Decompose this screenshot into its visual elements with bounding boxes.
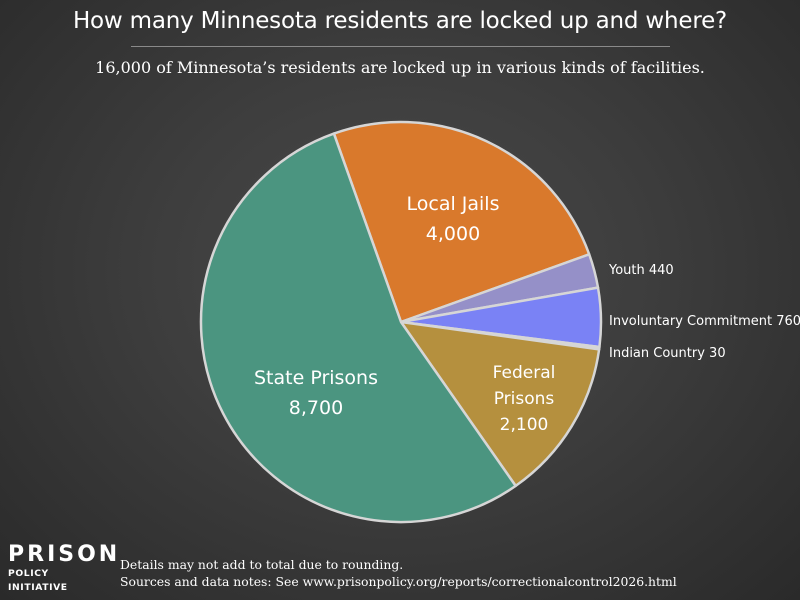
chart-subtitle: 16,000 of Minnesota’s residents are lock… bbox=[95, 58, 705, 77]
chart-title: How many Minnesota residents are locked … bbox=[72, 8, 728, 34]
pie-slice-federal-prisons bbox=[399, 320, 601, 488]
logo-text-bottom: POLICY INITIATIVE bbox=[8, 568, 68, 593]
pie-label-line: Prisons bbox=[494, 389, 555, 409]
pie-label-line: Indian Country 30 bbox=[609, 346, 726, 361]
pie-label-line: 8,700 bbox=[289, 397, 343, 419]
sources-note[interactable]: Sources and data notes: See www.prisonpo… bbox=[120, 574, 677, 589]
pie-label-line: 4,000 bbox=[426, 223, 480, 245]
pie-slice-local-jails bbox=[332, 120, 591, 324]
pie-label-indian-country: Indian Country 30 bbox=[609, 346, 726, 361]
pie-label-line: State Prisons bbox=[254, 367, 378, 389]
prison-policy-initiative-logo: PRISON POLICY INITIATIVE bbox=[8, 542, 121, 595]
pie-label-youth: Youth 440 bbox=[608, 263, 674, 278]
logo-text-top: PRISON bbox=[8, 542, 121, 567]
pie-label-state-prisons: State Prisons 8,700 bbox=[254, 367, 378, 419]
title-divider bbox=[131, 46, 670, 47]
footnotes: Details may not add to total due to roun… bbox=[120, 556, 677, 590]
rounding-note: Details may not add to total due to roun… bbox=[120, 557, 404, 572]
pie-label-line: Local Jails bbox=[407, 193, 500, 215]
pie-label-line: Involuntary Commitment 760 bbox=[609, 314, 800, 329]
pie-slice-state-prisons bbox=[199, 132, 517, 524]
pie-label-involuntary-commitment: Involuntary Commitment 760 bbox=[609, 314, 800, 329]
pie-label-line: Federal bbox=[493, 363, 556, 383]
pie-label-line: 2,100 bbox=[500, 415, 549, 435]
pie-label-federal-prisons: Federal Prisons 2,100 bbox=[493, 363, 556, 435]
pie-label-line: Youth 440 bbox=[608, 263, 674, 278]
pie-label-local-jails: Local Jails 4,000 bbox=[407, 193, 500, 245]
